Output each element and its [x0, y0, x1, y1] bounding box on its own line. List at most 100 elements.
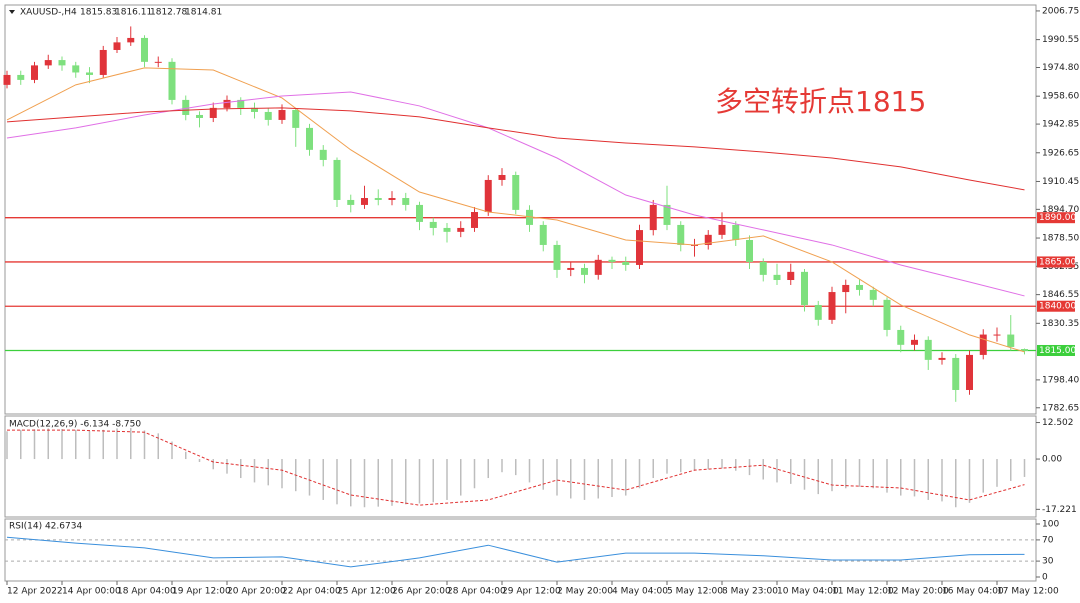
macd-bar [611, 459, 613, 498]
candle-body [333, 159, 341, 200]
candle-body [471, 212, 478, 228]
y-tick-label: 1830.35 [1042, 319, 1079, 329]
candle-body [127, 37, 135, 43]
price-panel [4, 4, 1037, 415]
macd-bar [858, 459, 861, 487]
macd-bar [968, 459, 971, 503]
candle-body [443, 227, 451, 232]
x-tick-label: 11 May 12:00 [832, 587, 894, 597]
macd-bar [240, 459, 242, 479]
macd-bar [845, 459, 847, 489]
candle-body [979, 334, 987, 355]
macd-bar [982, 459, 984, 493]
header-open: 1815.83 [80, 8, 117, 18]
y-tick-label: 100 [1042, 520, 1059, 530]
candle-body [746, 239, 753, 262]
moving-average [6, 91, 1025, 297]
rsi-line [6, 536, 1025, 568]
candle-body [319, 149, 327, 160]
candle-body [911, 339, 918, 345]
candle-body [223, 99, 231, 108]
candle-body [292, 110, 300, 128]
candle-body [457, 227, 465, 232]
x-tick-label: 28 Apr 04:00 [447, 587, 506, 597]
y-tick-label: 1958.60 [1042, 92, 1079, 102]
candle-body [567, 267, 575, 270]
y-tick-label: 1974.80 [1042, 63, 1079, 73]
y-tick-label: 1990.55 [1042, 35, 1079, 45]
candle-body [237, 99, 245, 108]
macd-bar [6, 431, 8, 460]
candle-body [264, 111, 272, 120]
candle-body [209, 107, 217, 118]
macd-bar [20, 429, 22, 460]
candle-body [154, 61, 162, 63]
macd-bar [831, 459, 833, 492]
x-tick-label: 12 Apr 2022 [7, 587, 63, 597]
level-label: 1865.00 [1039, 257, 1076, 267]
macd-bar [405, 459, 407, 505]
candle-body [484, 179, 492, 213]
macd-bar [363, 459, 366, 508]
candle-body [759, 261, 767, 275]
header-close: 1814.81 [185, 8, 222, 18]
level-label: 1840.00 [1039, 302, 1076, 312]
candle-body [594, 259, 602, 275]
candle-body [1007, 334, 1015, 347]
candle-body [801, 271, 808, 305]
x-tick-label: 22 Apr 04:00 [282, 587, 341, 597]
candle-body [86, 72, 93, 75]
y-tick-label: 1910.45 [1042, 177, 1079, 187]
y-tick-label: 1798.40 [1042, 375, 1079, 385]
x-tick-label: 12 May 20:00 [887, 587, 949, 597]
macd-bar [61, 428, 63, 460]
macd-bar [776, 459, 778, 483]
candle-body [966, 354, 973, 390]
rsi-header: RSI(14) 42.6734 [9, 522, 82, 532]
macd-bar [130, 428, 132, 460]
candle-body [251, 107, 258, 112]
macd-bar [446, 459, 448, 500]
x-tick-label: 4 May 04:00 [612, 587, 668, 597]
candle-body [608, 259, 616, 262]
y-tick-label: 0.00 [1042, 455, 1062, 465]
macd-bar [652, 459, 654, 479]
header-low: 1812.78 [150, 8, 187, 18]
y-tick-label: 1942.85 [1042, 120, 1079, 130]
macd-bar [33, 429, 36, 460]
x-tick-label: 8 May 23:00 [722, 587, 778, 597]
y-tick-label: 1894.70 [1042, 205, 1079, 215]
macd-bar [171, 441, 173, 460]
macd-bar [790, 459, 792, 484]
y-tick-label: 30 [1042, 557, 1054, 567]
candle-body [732, 224, 740, 240]
candle-body [581, 267, 588, 275]
candle-body [278, 110, 286, 120]
macd-bar [570, 459, 572, 499]
candle-body [182, 99, 190, 115]
macd-bar [377, 459, 379, 507]
x-tick-label: 16 May 04:00 [942, 587, 1004, 597]
candle-body [814, 304, 822, 320]
candle-body [704, 234, 712, 245]
macd-bar [583, 459, 586, 500]
candle-body [512, 175, 520, 210]
macd-bar [473, 459, 476, 489]
macd-bar [116, 428, 118, 460]
macd-bar [322, 459, 324, 500]
candle-body [938, 357, 946, 360]
candle-body [773, 274, 781, 281]
candle-body [388, 198, 396, 200]
macd-bar [556, 459, 558, 496]
y-tick-label: 0 [1042, 573, 1048, 583]
macd-bar [886, 459, 888, 493]
candle-body [842, 284, 850, 293]
level-label-box [1037, 300, 1075, 312]
annotation: 多空转折点1815 [715, 85, 926, 118]
candle-body [663, 204, 671, 225]
candle-body [72, 65, 80, 73]
macd-bar [721, 459, 723, 469]
header-high: 1816.11 [115, 8, 152, 18]
candle-body [498, 175, 506, 180]
